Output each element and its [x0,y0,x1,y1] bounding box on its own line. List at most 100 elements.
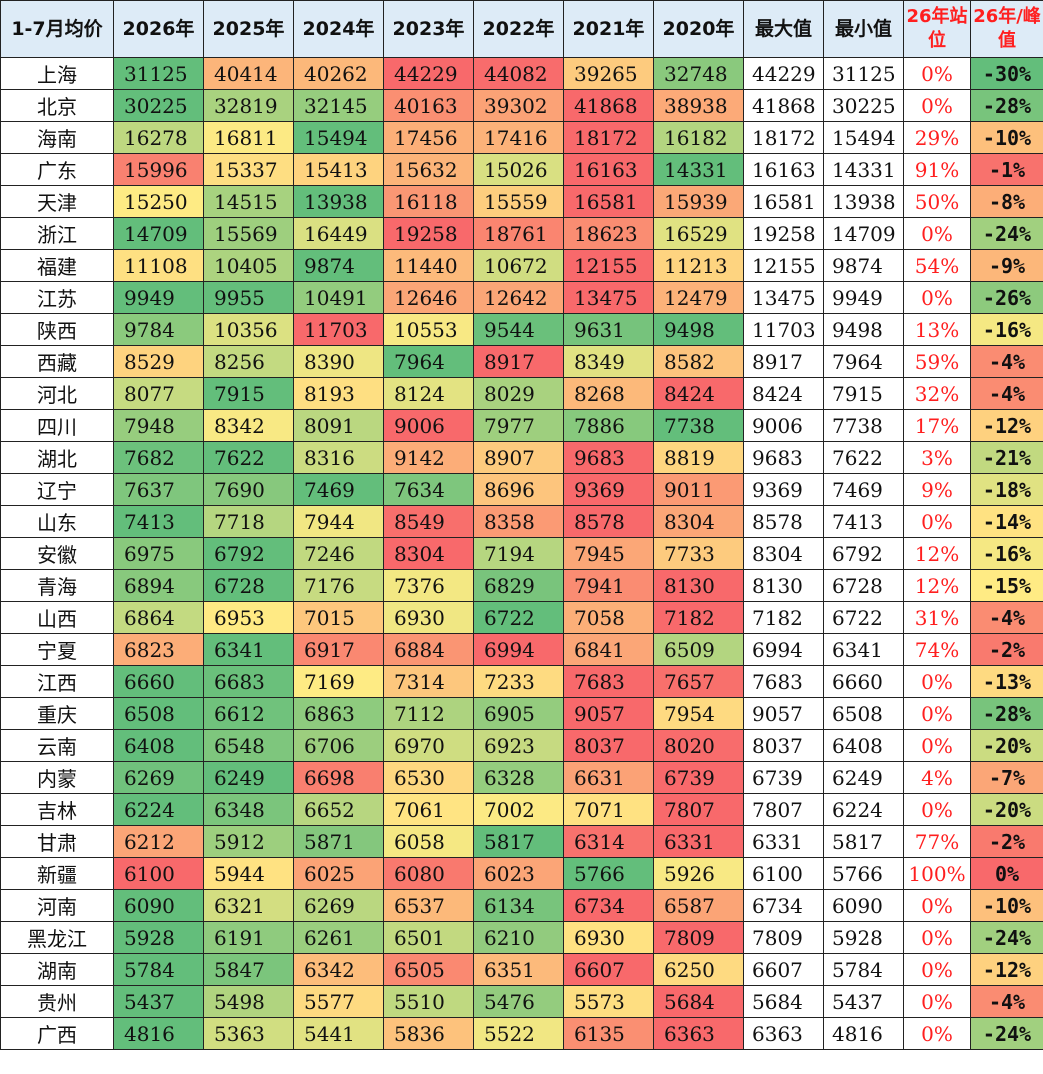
ratio-cell: -14% [970,505,1043,538]
max-cell: 7182 [743,601,824,634]
header-position-2026: 26年站位 [903,0,971,58]
ratio-cell: -12% [970,409,1043,442]
price-cell-2024: 7469 [293,473,384,506]
position-cell: 29% [903,121,971,154]
price-cell-2024: 6706 [293,729,384,762]
price-cell-2026: 31125 [113,57,204,90]
price-cell-2022: 12642 [473,281,564,314]
price-cell-2022: 6351 [473,953,564,986]
price-cell-2024: 5577 [293,985,384,1018]
region-cell: 辽宁 [0,473,114,506]
price-cell-2020: 6587 [653,889,744,922]
price-cell-2023: 40163 [383,89,474,122]
region-cell: 黑龙江 [0,921,114,954]
price-cell-2022: 6994 [473,633,564,666]
price-cell-2025: 14515 [203,185,294,218]
price-cell-2021: 16581 [563,185,654,218]
price-cell-2024: 15413 [293,153,384,186]
position-cell: 0% [903,665,971,698]
price-cell-2020: 15939 [653,185,744,218]
ratio-cell: -4% [970,377,1043,410]
price-cell-2026: 6269 [113,761,204,794]
price-cell-2023: 6930 [383,601,474,634]
table-row: 河北 8077 7915 8193 8124 8029 8268 8424 8424 7915 32… [0,377,1043,410]
price-cell-2023: 6501 [383,921,474,954]
position-cell: 4% [903,761,971,794]
price-cell-2026: 6090 [113,889,204,922]
table-row: 宁夏 6823 6341 6917 6884 6994 6841 6509 6994 6341 74… [0,633,1043,666]
table-row: 四川 7948 8342 8091 9006 7977 7886 7738 9006 7738 17… [0,409,1043,442]
price-cell-2025: 32819 [203,89,294,122]
price-cell-2021: 7071 [563,793,654,826]
price-cell-2021: 6841 [563,633,654,666]
price-cell-2024: 8091 [293,409,384,442]
ratio-cell: -2% [970,633,1043,666]
ratio-cell: -2% [970,825,1043,858]
price-cell-2020: 6331 [653,825,744,858]
max-cell: 7809 [743,921,824,954]
price-cell-2020: 8020 [653,729,744,762]
ratio-cell: -10% [970,121,1043,154]
price-cell-2024: 7176 [293,569,384,602]
ratio-cell: -7% [970,761,1043,794]
table-row: 重庆 6508 6612 6863 7112 6905 9057 7954 9057 6508 0%… [0,697,1043,730]
price-cell-2021: 7886 [563,409,654,442]
price-cell-2022: 15026 [473,153,564,186]
price-cell-2023: 6058 [383,825,474,858]
price-cell-2022: 7233 [473,665,564,698]
price-cell-2020: 7738 [653,409,744,442]
min-cell: 6249 [823,761,904,794]
ratio-cell: -16% [970,537,1043,570]
price-cell-2021: 8037 [563,729,654,762]
region-cell: 内蒙 [0,761,114,794]
table-row: 河南 6090 6321 6269 6537 6134 6734 6587 6734 6090 0%… [0,889,1043,922]
position-cell: 13% [903,313,971,346]
ratio-cell: -13% [970,665,1043,698]
ratio-cell: -4% [970,601,1043,634]
price-cell-2021: 7058 [563,601,654,634]
ratio-cell: -30% [970,57,1043,90]
price-cell-2022: 6023 [473,857,564,890]
price-cell-2025: 6249 [203,761,294,794]
price-cell-2022: 5522 [473,1017,564,1050]
table-row: 辽宁 7637 7690 7469 7634 8696 9369 9011 9369 7469 9%… [0,473,1043,506]
price-cell-2024: 9874 [293,249,384,282]
price-cell-2022: 15559 [473,185,564,218]
table-row: 江西 6660 6683 7169 7314 7233 7683 7657 7683 6660 0%… [0,665,1043,698]
price-cell-2023: 16118 [383,185,474,218]
min-cell: 7622 [823,441,904,474]
region-cell: 四川 [0,409,114,442]
position-cell: 59% [903,345,971,378]
price-cell-2025: 5498 [203,985,294,1018]
table-row: 新疆 6100 5944 6025 6080 6023 5766 5926 6100 5766 10… [0,857,1043,890]
price-cell-2023: 15632 [383,153,474,186]
price-cell-2026: 7682 [113,441,204,474]
price-cell-2022: 18761 [473,217,564,250]
max-cell: 6739 [743,761,824,794]
min-cell: 9498 [823,313,904,346]
price-cell-2023: 7376 [383,569,474,602]
table-row: 山西 6864 6953 7015 6930 6722 7058 7182 7182 6722 31… [0,601,1043,634]
ratio-cell: -15% [970,569,1043,602]
region-cell: 青海 [0,569,114,602]
price-cell-2023: 9006 [383,409,474,442]
ratio-cell: -21% [970,441,1043,474]
price-cell-2026: 6224 [113,793,204,826]
price-cell-2023: 19258 [383,217,474,250]
price-cell-2021: 7683 [563,665,654,698]
ratio-cell: -1% [970,153,1043,186]
table-body: 上海 31125 40414 40262 44229 44082 39265 32748 442… [0,57,1043,1050]
price-cell-2023: 7634 [383,473,474,506]
region-cell: 吉林 [0,793,114,826]
region-cell: 北京 [0,89,114,122]
position-cell: 32% [903,377,971,410]
position-cell: 74% [903,633,971,666]
max-cell: 7807 [743,793,824,826]
min-cell: 6341 [823,633,904,666]
price-cell-2024: 6261 [293,921,384,954]
ratio-cell: -24% [970,921,1043,954]
price-cell-2026: 7948 [113,409,204,442]
position-cell: 0% [903,697,971,730]
price-cell-2021: 9631 [563,313,654,346]
min-cell: 31125 [823,57,904,90]
